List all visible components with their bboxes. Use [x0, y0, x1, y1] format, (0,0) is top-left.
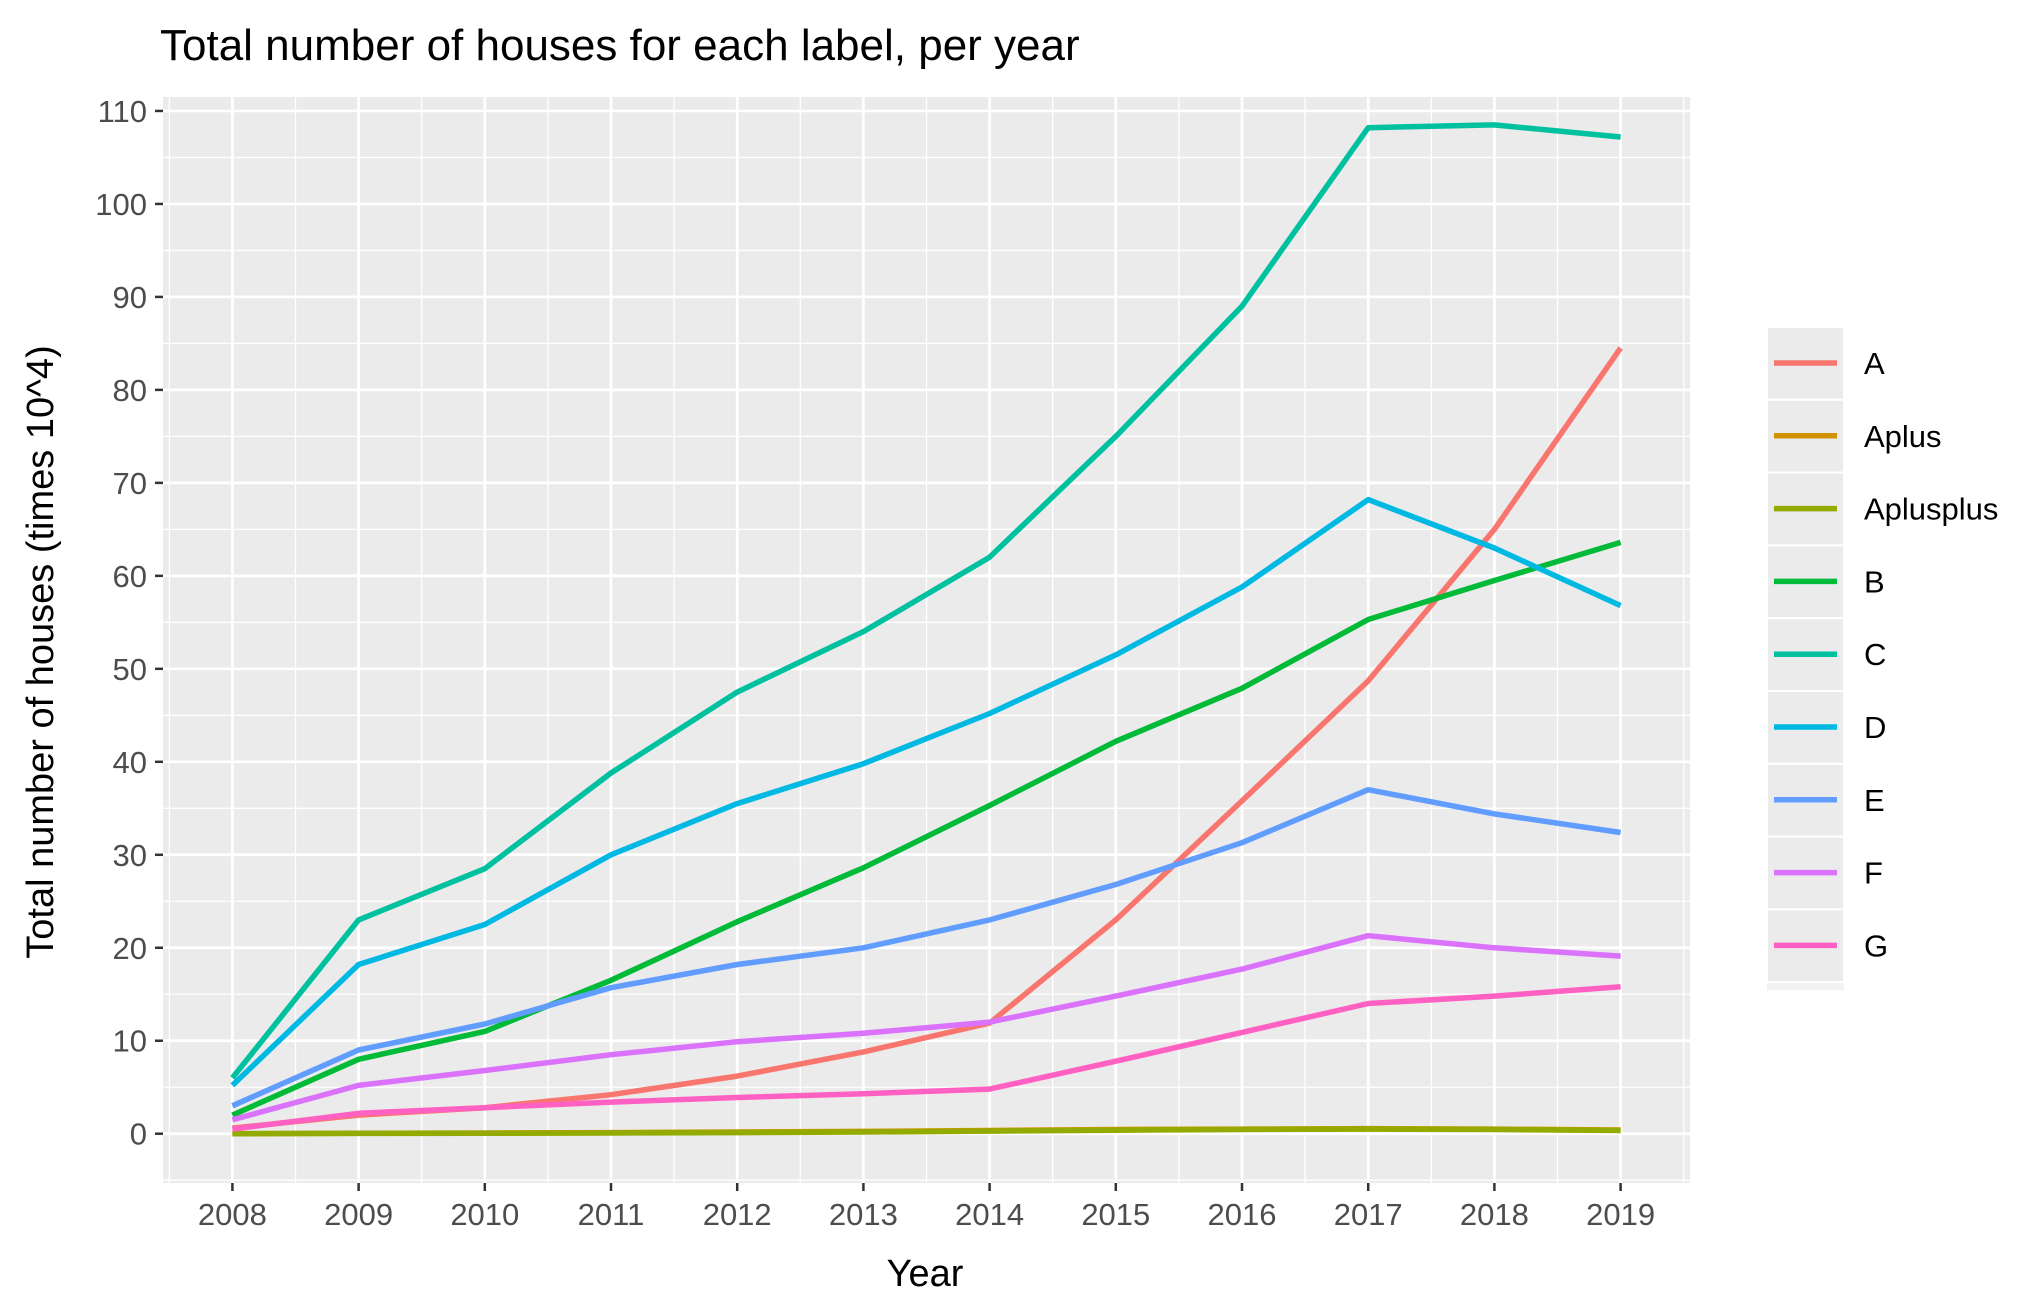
legend-label-g: G [1864, 928, 1888, 963]
x-tick-label: 2016 [1208, 1197, 1277, 1232]
x-axis-label: Year [887, 1253, 964, 1295]
series-line-e [231, 786, 1622, 1109]
x-tick-label: 2014 [955, 1197, 1024, 1232]
y-tick-label: 100 [95, 187, 147, 222]
y-tick-label: 60 [113, 559, 147, 594]
chart-title: Total number of houses for each label, p… [160, 21, 1080, 70]
legend-label-f: F [1864, 856, 1883, 891]
legend: A Aplus Aplusplus B C D E F G [1766, 326, 1998, 991]
y-tick-label: 110 [98, 94, 147, 129]
x-tick-label: 2017 [1334, 1197, 1403, 1232]
minor-gridlines [163, 97, 1690, 1183]
x-tick-label: 2009 [324, 1197, 393, 1232]
y-tick-label: 50 [113, 652, 147, 687]
x-tick-label: 2018 [1460, 1197, 1529, 1232]
series-line-b [231, 539, 1622, 1118]
x-tick-label: 2012 [703, 1197, 772, 1232]
series-lines [230, 122, 1623, 1137]
series-line-f [231, 932, 1621, 1123]
legend-label-a: A [1864, 346, 1885, 381]
legend-label-d: D [1864, 710, 1886, 745]
y-axis-label: Total number of houses (times 10^4) [20, 345, 62, 958]
y-tick-label: 90 [113, 280, 147, 315]
legend-label-aplus: Aplus [1864, 419, 1942, 454]
legend-label-c: C [1864, 637, 1886, 672]
x-tick-label: 2019 [1586, 1197, 1655, 1232]
y-tick-label: 0 [130, 1117, 147, 1152]
x-tick-label: 2013 [829, 1197, 898, 1232]
legend-label-aplusplus: Aplusplus [1864, 492, 1998, 527]
legend-label-b: B [1864, 564, 1885, 599]
series-line-d [230, 496, 1622, 1088]
x-tick-label: 2010 [450, 1197, 519, 1232]
x-tick-label: 2008 [198, 1197, 267, 1232]
y-tick-label: 40 [113, 745, 147, 780]
y-axis: 0 10 20 30 40 50 60 70 80 90 100 110 [95, 94, 163, 1152]
y-tick-label: 70 [113, 466, 147, 501]
y-tick-label: 10 [113, 1024, 147, 1059]
y-tick-label: 30 [113, 838, 147, 873]
series-line-g [232, 984, 1621, 1132]
y-tick-label: 80 [113, 373, 147, 408]
legend-label-e: E [1864, 783, 1885, 818]
series-line-aplusplus [232, 1126, 1621, 1137]
x-tick-label: 2011 [578, 1197, 645, 1232]
y-tick-label: 20 [113, 931, 147, 966]
x-tick-label: 2015 [1081, 1197, 1150, 1232]
series-line-c [230, 122, 1621, 1080]
x-axis: 2008 2009 2010 2011 2012 2013 2014 2015 2016 2017… [198, 1183, 1655, 1232]
